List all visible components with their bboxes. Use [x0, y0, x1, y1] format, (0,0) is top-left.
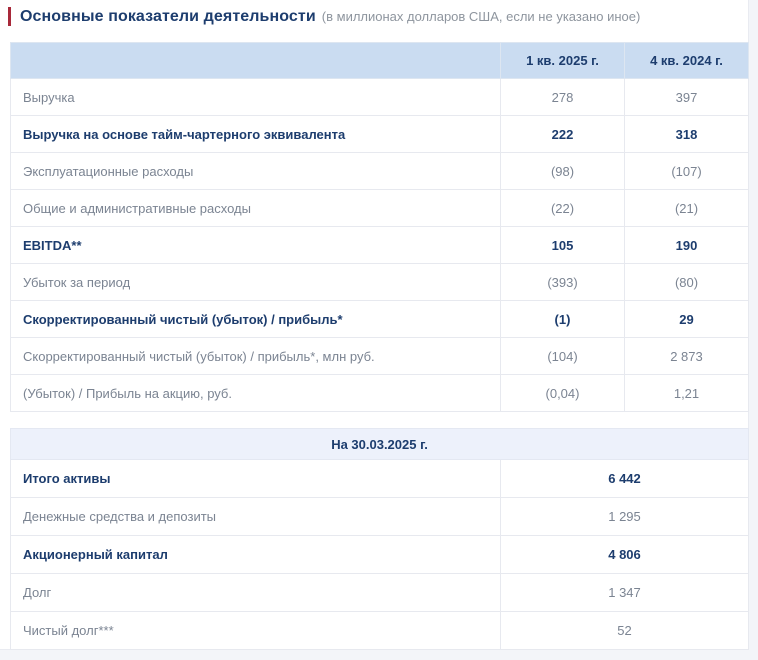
row-label: (Убыток) / Прибыль на акцию, руб.	[10, 374, 501, 412]
balance-header-row: На 30.03.2025 г.	[9, 428, 750, 460]
row-label: Итого активы	[10, 459, 501, 498]
row-label: Эксплуатационные расходы	[10, 152, 501, 190]
table-row: Выручка на основе тайм-чартерного эквива…	[10, 115, 749, 153]
kpi-header-q4-2024: 4 кв. 2024 г.	[624, 42, 749, 79]
row-value: 52	[499, 611, 750, 650]
table-row: Эксплуатационные расходы (98) (107)	[10, 152, 749, 190]
row-value-q1-2025: (1)	[500, 300, 625, 338]
row-value-q1-2025: 222	[500, 115, 625, 153]
row-value-q4-2024: 397	[624, 78, 749, 116]
row-value-q4-2024: 29	[624, 300, 749, 338]
balance-header-date: На 30.03.2025 г.	[9, 428, 750, 460]
row-value-q4-2024: 1,21	[624, 374, 749, 412]
table-row: Акционерный капитал 4 806	[10, 535, 750, 574]
row-value: 4 806	[499, 535, 750, 574]
row-label: Выручка	[10, 78, 501, 116]
accent-bar	[8, 7, 11, 26]
row-value-q1-2025: 105	[500, 226, 625, 264]
row-value-q1-2025: (98)	[500, 152, 625, 190]
row-label: Акционерный капитал	[10, 535, 501, 574]
row-label: Денежные средства и депозиты	[10, 497, 501, 536]
row-label: Убыток за период	[10, 263, 501, 301]
row-label: Скорректированный чистый (убыток) / приб…	[10, 337, 501, 375]
content-card: Основные показатели деятельности (в милл…	[0, 0, 750, 650]
page-title: Основные показатели деятельности	[20, 7, 316, 25]
kpi-header-empty-cell	[10, 42, 501, 79]
table-row: Денежные средства и депозиты 1 295	[10, 497, 750, 536]
kpi-table-body: Выручка 278 397 Выручка на основе тайм-ч…	[10, 78, 749, 412]
row-label: Общие и административные расходы	[10, 189, 501, 227]
row-label: Долг	[10, 573, 501, 612]
row-value-q4-2024: 190	[624, 226, 749, 264]
balance-table-body: Итого активы 6 442 Денежные средства и д…	[10, 459, 750, 650]
kpi-header-row: 1 кв. 2025 г. 4 кв. 2024 г.	[10, 42, 749, 79]
table-row: Чистый долг*** 52	[10, 611, 750, 650]
row-label: EBITDA**	[10, 226, 501, 264]
row-value: 6 442	[499, 459, 750, 498]
table-row: Убыток за период (393) (80)	[10, 263, 749, 301]
balance-table: На 30.03.2025 г. Итого активы 6 442 Дене…	[9, 428, 750, 650]
kpi-table: 1 кв. 2025 г. 4 кв. 2024 г. Выручка 278 …	[10, 42, 749, 412]
row-label: Скорректированный чистый (убыток) / приб…	[10, 300, 501, 338]
table-row: EBITDA** 105 190	[10, 226, 749, 264]
row-value-q4-2024: 2 873	[624, 337, 749, 375]
row-value: 1 295	[499, 497, 750, 536]
table-row: Скорректированный чистый (убыток) / приб…	[10, 337, 749, 375]
table-row: Выручка 278 397	[10, 78, 749, 116]
section-header: Основные показатели деятельности (в милл…	[8, 7, 748, 26]
table-row: Долг 1 347	[10, 573, 750, 612]
row-label: Выручка на основе тайм-чартерного эквива…	[10, 115, 501, 153]
table-row: Скорректированный чистый (убыток) / приб…	[10, 300, 749, 338]
row-label: Чистый долг***	[10, 611, 501, 650]
row-value-q4-2024: (80)	[624, 263, 749, 301]
row-value-q1-2025: (104)	[500, 337, 625, 375]
kpi-header-q1-2025: 1 кв. 2025 г.	[500, 42, 625, 79]
row-value-q1-2025: 278	[500, 78, 625, 116]
row-value-q1-2025: (0,04)	[500, 374, 625, 412]
row-value-q4-2024: (107)	[624, 152, 749, 190]
row-value-q1-2025: (22)	[500, 189, 625, 227]
row-value-q4-2024: (21)	[624, 189, 749, 227]
table-row: (Убыток) / Прибыль на акцию, руб. (0,04)…	[10, 374, 749, 412]
page-subtitle: (в миллионах долларов США, если не указа…	[321, 9, 641, 24]
table-row: Общие и административные расходы (22) (2…	[10, 189, 749, 227]
row-value-q1-2025: (393)	[500, 263, 625, 301]
table-row: Итого активы 6 442	[10, 459, 750, 498]
row-value: 1 347	[499, 573, 750, 612]
row-value-q4-2024: 318	[624, 115, 749, 153]
